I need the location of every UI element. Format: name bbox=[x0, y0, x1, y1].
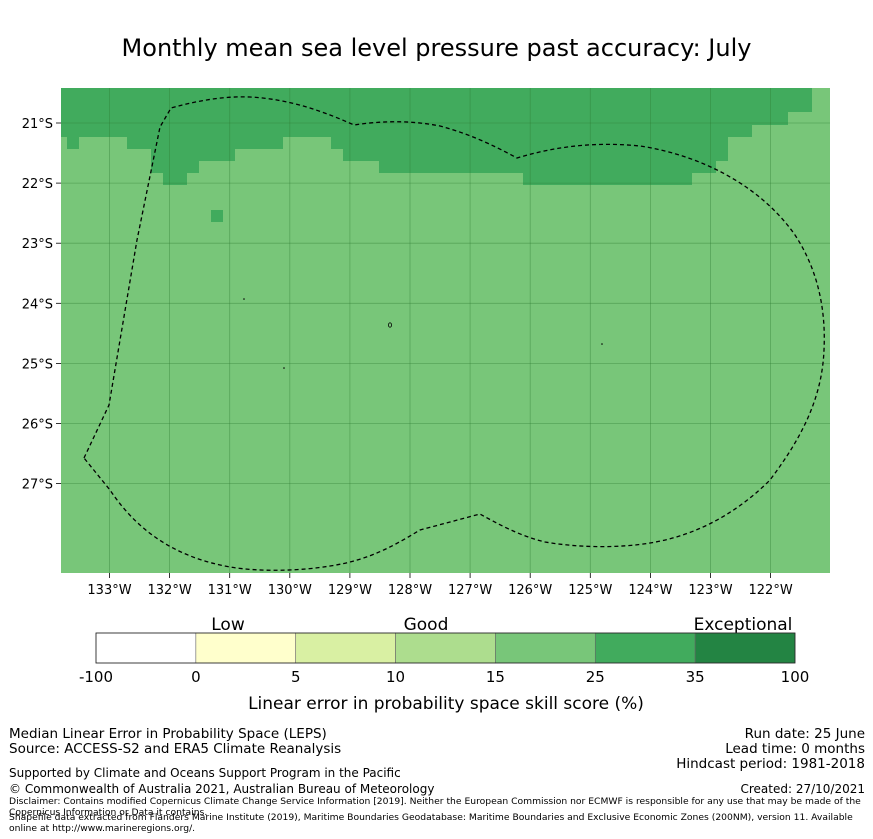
source-text: Source: ACCESS-S2 and ERA5 Climate Reana… bbox=[9, 741, 342, 757]
island bbox=[387, 322, 392, 328]
hindcast-period: Hindcast period: 1981-2018 bbox=[676, 756, 865, 772]
skill-cell bbox=[211, 210, 223, 222]
shapefile-text: Shapefile data extracted from Flanders M… bbox=[9, 812, 853, 834]
latitude-label: 26°S bbox=[22, 418, 53, 433]
longitude-label: 124°W bbox=[628, 583, 672, 598]
map-panel: 21°S22°S23°S24°S25°S26°S27°S 133°W 132°W 1… bbox=[22, 88, 830, 598]
latitude-label: 21°S bbox=[22, 117, 53, 132]
longitude-label: 125°W bbox=[568, 583, 612, 598]
latitude-label: 23°S bbox=[22, 237, 53, 252]
longitude-label: 127°W bbox=[448, 583, 492, 598]
colorbar-tick-label: 25 bbox=[586, 668, 605, 686]
support-text: Supported by Climate and Oceans Support … bbox=[9, 766, 401, 780]
colorbar-swatch bbox=[594, 632, 696, 664]
graticule bbox=[61, 88, 830, 573]
colorbar-tick-label: -100 bbox=[79, 668, 113, 686]
longitude-label: 133°W bbox=[87, 583, 131, 598]
colorbar-swatch bbox=[295, 632, 396, 664]
latitude-label: 24°S bbox=[22, 297, 53, 312]
colorbar-tick-labels: -100 0 5 10 15 25 35 100 bbox=[79, 668, 809, 686]
latitude-label: 27°S bbox=[22, 478, 53, 493]
island bbox=[283, 367, 285, 369]
colorbar-tick-label: 5 bbox=[291, 668, 301, 686]
longitude-label: 132°W bbox=[148, 583, 192, 598]
method-text: Median Linear Error in Probability Space… bbox=[9, 726, 327, 742]
colorbar-tick-label: 10 bbox=[386, 668, 405, 686]
eez-boundary bbox=[83, 96, 825, 571]
colorbar-label: Linear error in probability space skill … bbox=[248, 694, 644, 714]
colorbar-swatch bbox=[195, 632, 297, 664]
colorbar-tick-label: 100 bbox=[781, 668, 810, 686]
colorbar-swatch bbox=[395, 632, 496, 664]
colorbar-category-label: Exceptional bbox=[694, 615, 793, 635]
longitude-label: 129°W bbox=[328, 583, 372, 598]
colorbar-swatches bbox=[95, 632, 796, 664]
longitude-label: 123°W bbox=[688, 583, 732, 598]
latitude-label: 25°S bbox=[22, 357, 53, 372]
island bbox=[601, 343, 603, 345]
lead-time: Lead time: 0 months bbox=[725, 741, 865, 757]
copyright-text: © Commonwealth of Australia 2021, Austra… bbox=[9, 782, 435, 796]
created-date: Created: 27/10/2021 bbox=[740, 782, 865, 796]
island bbox=[243, 298, 245, 300]
colorbar-tick-label: 0 bbox=[191, 668, 201, 686]
latitude-label: 22°S bbox=[22, 177, 53, 192]
colorbar: Low Good Exceptional -100 0 5 10 15 25 35 100 Lin… bbox=[79, 615, 809, 714]
longitude-label: 126°W bbox=[508, 583, 552, 598]
colorbar-category-label: Low bbox=[211, 615, 245, 635]
longitude-labels: 133°W 132°W 131°W 130°W 129°W 128°W 127°W 126°W… bbox=[87, 573, 793, 598]
colorbar-tick-label: 15 bbox=[486, 668, 505, 686]
longitude-label: 130°W bbox=[268, 583, 312, 598]
run-date: Run date: 25 June bbox=[744, 726, 865, 742]
colorbar-category-label: Good bbox=[404, 615, 449, 635]
longitude-label: 122°W bbox=[749, 583, 793, 598]
disclaimer-text: Disclaimer: Contains modified Copernicus… bbox=[9, 796, 861, 818]
colorbar-swatch bbox=[694, 632, 796, 664]
longitude-label: 131°W bbox=[208, 583, 252, 598]
colorbar-category-labels: Low Good Exceptional bbox=[211, 615, 792, 635]
longitude-label: 128°W bbox=[388, 583, 432, 598]
skill-field-high-band bbox=[61, 88, 812, 185]
colorbar-swatch bbox=[495, 632, 596, 664]
map-title: Monthly mean sea level pressure past acc… bbox=[121, 34, 752, 62]
colorbar-tick-label: 35 bbox=[686, 668, 705, 686]
colorbar-swatch bbox=[95, 632, 197, 664]
latitude-labels: 21°S 22°S 23°S 24°S 25°S 26°S 27°S bbox=[22, 117, 61, 493]
